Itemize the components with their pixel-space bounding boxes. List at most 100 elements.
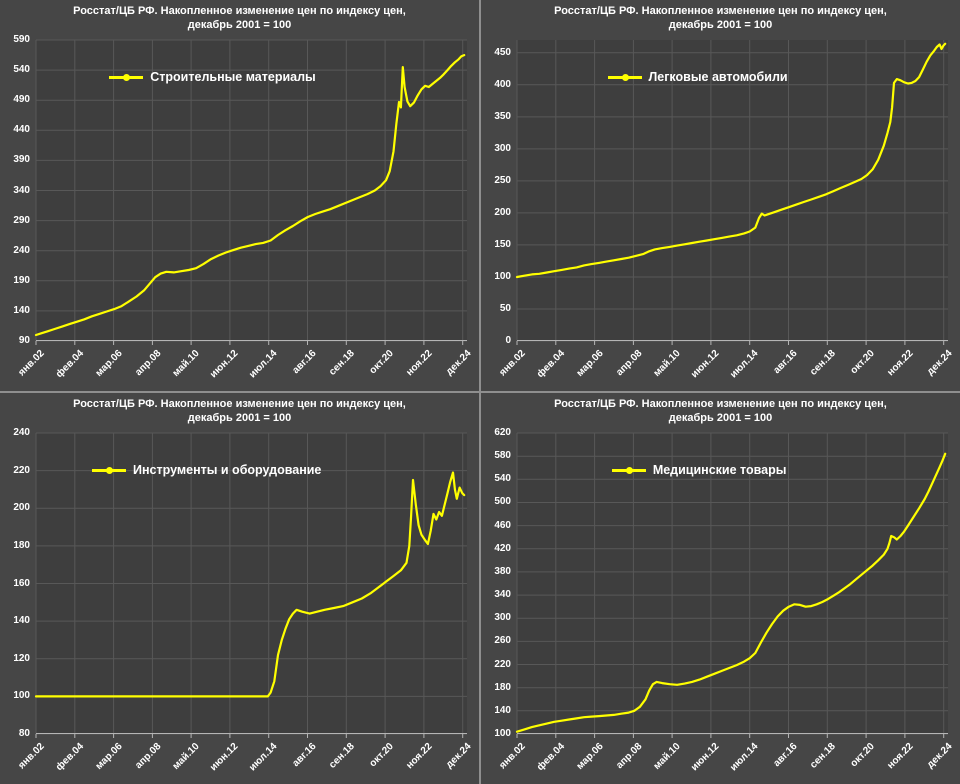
plot-area	[515, 40, 948, 345]
y-tick-label: 50	[499, 302, 511, 314]
y-tick-label: 540	[13, 64, 30, 76]
x-tick-label: май.10	[170, 741, 202, 773]
x-tick-label: ноя.22	[885, 348, 916, 379]
x-tick-label: июл.14	[247, 348, 280, 381]
y-tick-label: 400	[494, 78, 511, 90]
x-tick-label: окт.20	[848, 348, 877, 377]
x-tick-label: июн.12	[208, 741, 241, 774]
chart-title: Росстат/ЦБ РФ. Накопленное изменение цен…	[0, 4, 479, 32]
y-tick-label: 180	[494, 681, 511, 693]
y-tick-label: 190	[13, 274, 30, 286]
y-tick-label: 340	[13, 184, 30, 196]
y-tick-label: 140	[13, 304, 30, 316]
x-tick-label: ноя.22	[404, 348, 435, 379]
x-tick-label: июл.14	[728, 741, 761, 774]
plot-area	[34, 432, 467, 738]
y-tick-label: 140	[494, 704, 511, 716]
y-tick-label: 340	[494, 589, 511, 601]
x-tick-label: авг.16	[771, 741, 800, 770]
legend-line-marker-icon	[611, 466, 646, 474]
x-tick-label: апр.08	[133, 348, 164, 379]
x-tick-label: апр.08	[614, 741, 645, 772]
x-tick-label: сен.18	[327, 348, 358, 378]
y-tick-label: 140	[13, 615, 30, 627]
chart-title-line-2: декабрь 2001 = 100	[187, 19, 292, 31]
y-tick-label: 620	[494, 427, 511, 438]
y-tick-label: 200	[494, 206, 511, 218]
x-tick-label: дек.24	[443, 348, 474, 378]
legend: Медицинские товары	[611, 463, 787, 478]
y-tick-label: 350	[494, 110, 511, 122]
chart-panel-passenger-cars: Росстат/ЦБ РФ. Накопленное изменение цен…	[481, 0, 960, 391]
x-tick-label: янв.02	[16, 348, 47, 379]
chart-title: Росстат/ЦБ РФ. Накопленное изменение цен…	[0, 397, 479, 425]
y-tick-label: 90	[18, 335, 30, 346]
x-tick-label: окт.20	[367, 348, 396, 377]
legend-line-marker-icon	[92, 466, 127, 474]
x-tick-label: фев.04	[53, 741, 86, 773]
plot-area	[515, 432, 948, 738]
x-tick-label: сен.18	[808, 741, 839, 771]
y-tick-label: 100	[13, 690, 30, 702]
x-tick-label: мар.06	[93, 348, 125, 380]
chart-title-line-1: Росстат/ЦБ РФ. Накопленное изменение цен…	[554, 398, 887, 410]
x-tick-label: апр.08	[133, 741, 164, 772]
x-tick-label: апр.08	[614, 348, 645, 379]
y-tick-label: 490	[13, 94, 30, 106]
x-tick-label: мар.06	[574, 741, 606, 773]
chart-panel-medical-goods: Росстат/ЦБ РФ. Накопленное изменение цен…	[481, 393, 960, 784]
y-tick-label: 440	[13, 124, 30, 136]
x-tick-label: авг.16	[290, 348, 319, 377]
y-tick-label: 500	[494, 496, 511, 508]
x-tick-label: янв.02	[497, 741, 528, 772]
legend: Легковые автомобили	[607, 70, 788, 85]
x-tick-label: янв.02	[16, 741, 47, 772]
x-tick-label: июл.14	[728, 348, 761, 381]
x-tick-label: ноя.22	[885, 741, 916, 772]
legend-label: Строительные материалы	[150, 70, 316, 85]
chart-panel-construction-materials: Росстат/ЦБ РФ. Накопленное изменение цен…	[0, 0, 479, 391]
x-tick-label: июн.12	[208, 348, 241, 381]
x-tick-label: июн.12	[689, 348, 722, 381]
y-tick-label: 200	[13, 502, 30, 514]
x-tick-label: окт.20	[848, 741, 877, 770]
y-tick-label: 300	[494, 142, 511, 154]
y-tick-label: 390	[13, 154, 30, 166]
legend-label: Легковые автомобили	[648, 70, 788, 85]
y-tick-label: 380	[494, 565, 511, 577]
y-tick-label: 180	[13, 539, 30, 551]
y-tick-label: 240	[13, 244, 30, 256]
plot-area	[34, 39, 467, 345]
y-tick-label: 590	[13, 34, 30, 45]
chart-title-line-1: Росстат/ЦБ РФ. Накопленное изменение цен…	[73, 398, 406, 410]
x-tick-label: сен.18	[327, 741, 358, 771]
x-tick-label: авг.16	[290, 741, 319, 770]
y-tick-label: 290	[13, 214, 30, 226]
x-tick-label: мар.06	[93, 741, 125, 773]
y-tick-label: 120	[13, 652, 30, 664]
y-tick-label: 240	[13, 427, 30, 438]
chart-title: Росстат/ЦБ РФ. Накопленное изменение цен…	[481, 4, 960, 32]
x-tick-label: май.10	[651, 741, 683, 773]
y-tick-label: 300	[494, 612, 511, 624]
legend-label: Медицинские товары	[652, 463, 787, 478]
legend: Инструменты и оборудование	[92, 463, 321, 477]
chart-title-line-2: декабрь 2001 = 100	[187, 412, 292, 424]
y-tick-label: 450	[494, 46, 511, 58]
x-tick-label: ноя.22	[404, 741, 435, 772]
chart-title: Росстат/ЦБ РФ. Накопленное изменение цен…	[481, 397, 960, 425]
chart-title-line-1: Росстат/ЦБ РФ. Накопленное изменение цен…	[554, 5, 887, 17]
y-tick-label: 250	[494, 174, 511, 186]
chart-title-line-2: декабрь 2001 = 100	[668, 19, 773, 31]
x-tick-label: фев.04	[53, 348, 86, 380]
x-tick-label: фев.04	[534, 741, 567, 773]
x-tick-label: мар.06	[574, 348, 606, 380]
chart-title-line-1: Росстат/ЦБ РФ. Накопленное изменение цен…	[73, 5, 406, 17]
x-tick-label: май.10	[170, 348, 202, 380]
x-tick-label: июл.14	[247, 741, 280, 774]
y-tick-label: 540	[494, 473, 511, 485]
legend-label: Инструменты и оборудование	[133, 463, 322, 478]
x-tick-label: май.10	[651, 348, 683, 380]
chart-title-line-2: декабрь 2001 = 100	[668, 412, 773, 424]
x-tick-label: авг.16	[771, 348, 800, 377]
